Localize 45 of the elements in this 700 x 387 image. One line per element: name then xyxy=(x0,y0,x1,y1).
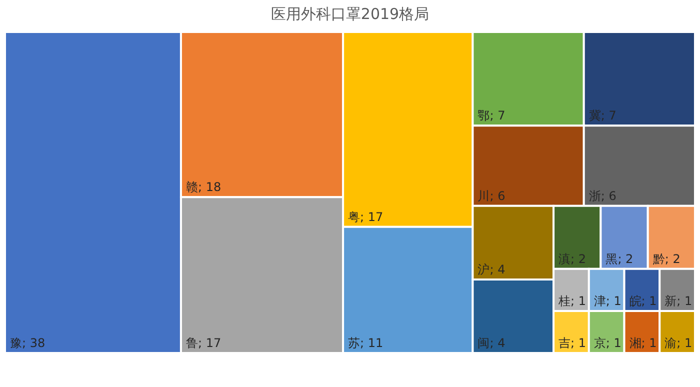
category-label: 粤 xyxy=(348,210,360,224)
category-label: 滇 xyxy=(558,252,571,266)
category-label: 津 xyxy=(594,294,606,308)
category-label: 渝 xyxy=(664,336,677,350)
category-label: 吉 xyxy=(558,336,571,350)
category-label: 冀 xyxy=(588,108,601,123)
text: 医用外科口罩2019格局 xyxy=(270,4,430,23)
category-label: 浙 xyxy=(588,188,601,203)
category-label: 新 xyxy=(664,294,677,308)
category-label: 鄂 xyxy=(478,108,490,123)
category-label: 皖 xyxy=(629,294,642,308)
category-label: 豫 xyxy=(10,336,22,350)
data-label: ; 4 xyxy=(490,336,506,350)
data-label: ; 2 xyxy=(664,252,680,266)
category-label: 赣 xyxy=(186,180,198,194)
category-label: 沪 xyxy=(478,262,490,276)
category-label: 闽 xyxy=(478,336,490,350)
data-label: ; 7 xyxy=(600,108,616,123)
data-label: ; 1 xyxy=(570,294,586,308)
category-label: 鲁 xyxy=(186,336,198,350)
category-label: 川 xyxy=(478,188,490,203)
data-label: ; 1 xyxy=(641,336,657,350)
data-label: ; 1 xyxy=(570,336,586,350)
data-label: ; 17 xyxy=(360,210,384,224)
data-label: ; 38 xyxy=(22,336,46,350)
data-label: ; 1 xyxy=(641,294,657,308)
data-label: ; 2 xyxy=(618,252,634,266)
data-label: ; 1 xyxy=(676,294,692,308)
data-label: ; 1 xyxy=(676,336,692,350)
category-label: 湘 xyxy=(629,336,642,350)
category-label: 京 xyxy=(594,336,606,350)
data-label: ; 1 xyxy=(606,336,622,350)
data-label: ; 17 xyxy=(198,336,222,350)
data-label: ; 2 xyxy=(570,252,586,266)
data-label: ; 1 xyxy=(606,294,622,308)
data-label: ; 4 xyxy=(490,262,506,276)
data-label: ; 18 xyxy=(198,180,222,194)
data-label: ; 6 xyxy=(600,188,616,203)
category-label: 黑 xyxy=(606,252,618,266)
data-label: ; 6 xyxy=(490,188,506,203)
data-label: ; 7 xyxy=(490,108,506,123)
category-label: 桂 xyxy=(558,294,571,308)
data-label: ; 11 xyxy=(360,336,384,350)
category-label: 苏 xyxy=(348,336,360,350)
category-label: 黔 xyxy=(652,252,665,266)
